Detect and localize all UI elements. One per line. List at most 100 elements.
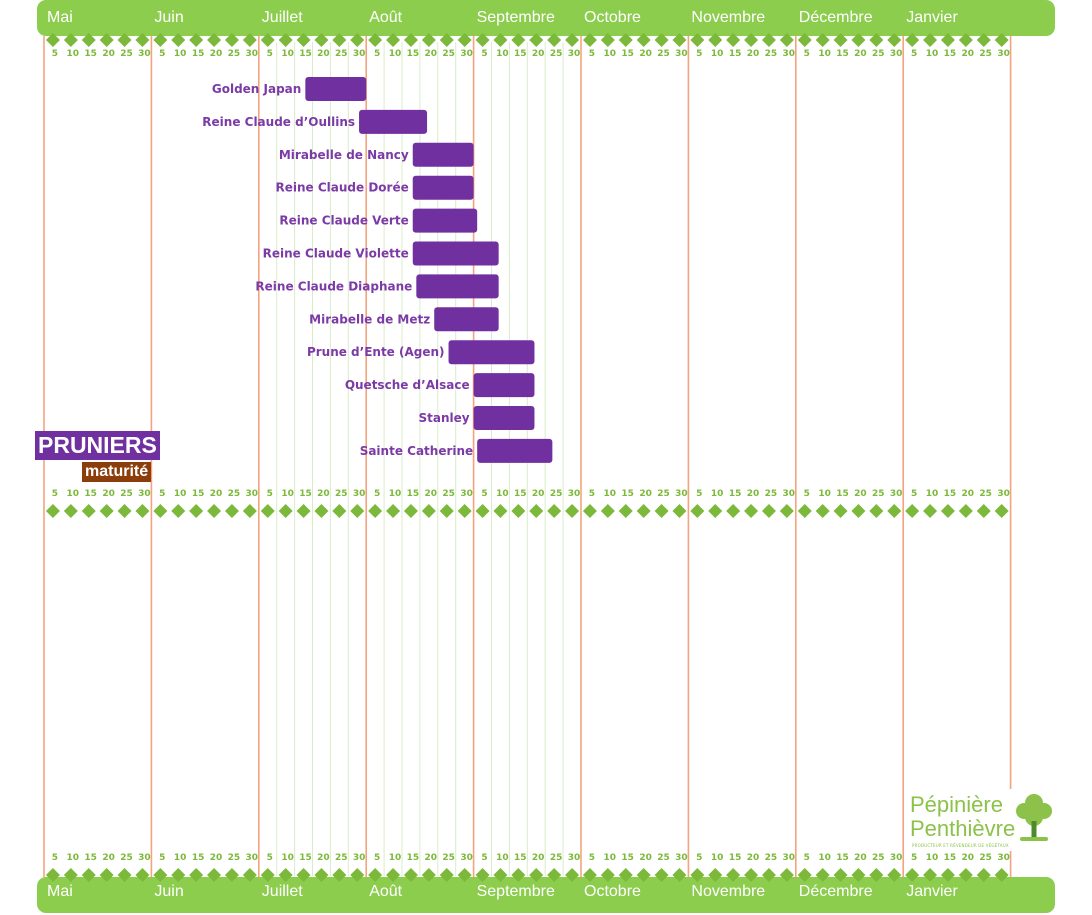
- diamond-marker: [618, 868, 633, 882]
- day-tick-label: 25: [765, 853, 778, 863]
- diamond-marker: [439, 504, 454, 518]
- day-tick-label: 5: [481, 49, 487, 59]
- diamond-marker: [708, 33, 723, 47]
- ripening-bar: [412, 142, 474, 167]
- diamond-marker: [690, 504, 705, 518]
- diamond-marker: [905, 504, 920, 518]
- day-tick-label: 10: [67, 489, 80, 499]
- diamond-marker: [189, 504, 204, 518]
- diamond-marker: [815, 33, 830, 47]
- diamond-marker: [797, 504, 812, 518]
- diamond-marker: [189, 868, 204, 882]
- day-tick-label: 15: [407, 489, 420, 499]
- day-tick-label: 10: [281, 489, 294, 499]
- diamond-marker: [851, 868, 866, 882]
- diamond-marker: [224, 504, 239, 518]
- day-tick-label: 5: [52, 489, 58, 499]
- diamond-marker: [350, 504, 365, 518]
- diamond-marker: [600, 33, 615, 47]
- day-tick-label: 10: [67, 49, 80, 59]
- day-tick-label: 5: [374, 853, 380, 863]
- diamond-marker: [958, 33, 973, 47]
- day-tick-label: 30: [783, 489, 796, 499]
- ripening-bar: [448, 340, 535, 365]
- day-tick-label: 25: [442, 49, 455, 59]
- diamond-marker: [851, 33, 866, 47]
- day-tick-label: 5: [911, 853, 917, 863]
- day-tick-label: 20: [747, 853, 760, 863]
- diamond-marker: [869, 504, 884, 518]
- month-label-top: Septembre: [476, 9, 555, 26]
- month-label-bottom: Août: [369, 883, 403, 900]
- diamond-marker: [350, 33, 365, 47]
- diamond-marker: [654, 868, 669, 882]
- day-tick-label: 30: [138, 489, 151, 499]
- diamond-marker: [636, 504, 651, 518]
- day-tick-label: 25: [550, 489, 563, 499]
- diamond-marker: [690, 33, 705, 47]
- diamond-marker: [600, 868, 615, 882]
- variety-label: Reine Claude Violette: [263, 247, 409, 261]
- day-tick-label: 25: [228, 489, 241, 499]
- day-tick-label: 5: [696, 853, 702, 863]
- day-tick-label: 20: [639, 489, 652, 499]
- diamond-marker: [439, 33, 454, 47]
- diamond-marker: [690, 868, 705, 882]
- diamond-marker: [457, 33, 472, 47]
- day-tick-label: 20: [532, 489, 545, 499]
- day-tick-label: 20: [210, 49, 223, 59]
- diamond-marker: [511, 33, 526, 47]
- day-tick-label: 10: [711, 489, 724, 499]
- bottom-month-band: [37, 877, 1055, 913]
- ripening-bar: [473, 373, 535, 398]
- day-tick-label: 20: [102, 853, 115, 863]
- day-tick-label: 20: [425, 489, 438, 499]
- diamond-marker: [99, 868, 114, 882]
- diamond-marker: [99, 33, 114, 47]
- diamond-marker: [797, 868, 812, 882]
- diamond-marker: [368, 504, 383, 518]
- diamond-marker: [314, 33, 329, 47]
- day-tick-label: 25: [335, 49, 348, 59]
- day-tick-label: 15: [729, 489, 742, 499]
- day-tick-label: 5: [374, 49, 380, 59]
- diamond-marker: [242, 33, 257, 47]
- diamond-marker: [672, 504, 687, 518]
- diamond-marker: [940, 868, 955, 882]
- logo-line2: Penthièvre: [910, 816, 1016, 841]
- day-tick-label: 30: [353, 489, 366, 499]
- diamond-marker: [565, 33, 580, 47]
- day-tick-label: 5: [267, 853, 273, 863]
- diamond-marker: [994, 504, 1009, 518]
- diamond-marker: [278, 504, 293, 518]
- diamond-marker: [332, 504, 347, 518]
- diamond-marker: [761, 868, 776, 882]
- diamond-marker: [761, 33, 776, 47]
- day-tick-label: 15: [407, 49, 420, 59]
- day-tick-label: 20: [962, 49, 975, 59]
- diamond-marker: [940, 33, 955, 47]
- diamond-marker: [403, 868, 418, 882]
- month-label-bottom: Septembre: [476, 883, 555, 900]
- diamond-marker: [63, 504, 78, 518]
- day-tick-label: 25: [657, 489, 670, 499]
- diamond-marker: [135, 33, 150, 47]
- day-tick-label: 10: [496, 853, 509, 863]
- diamond-marker: [708, 868, 723, 882]
- day-tick-label: 5: [911, 489, 917, 499]
- month-label-top: Novembre: [691, 9, 766, 26]
- diamond-marker: [207, 504, 222, 518]
- day-tick-label: 10: [926, 489, 939, 499]
- month-label-bottom: Juin: [154, 883, 184, 900]
- diamond-marker: [117, 868, 132, 882]
- diamond-marker: [672, 33, 687, 47]
- day-tick-label: 30: [997, 853, 1010, 863]
- day-tick-label: 10: [496, 49, 509, 59]
- day-tick-label: 30: [568, 853, 581, 863]
- day-tick-label: 20: [962, 489, 975, 499]
- company-logo: Pépinière Penthièvre PRODUCTEUR ET RÉVEN…: [906, 789, 1056, 851]
- day-tick-label: 25: [979, 49, 992, 59]
- day-tick-label: 30: [246, 489, 259, 499]
- day-tick-label: 10: [389, 489, 402, 499]
- day-tick-label: 15: [944, 489, 957, 499]
